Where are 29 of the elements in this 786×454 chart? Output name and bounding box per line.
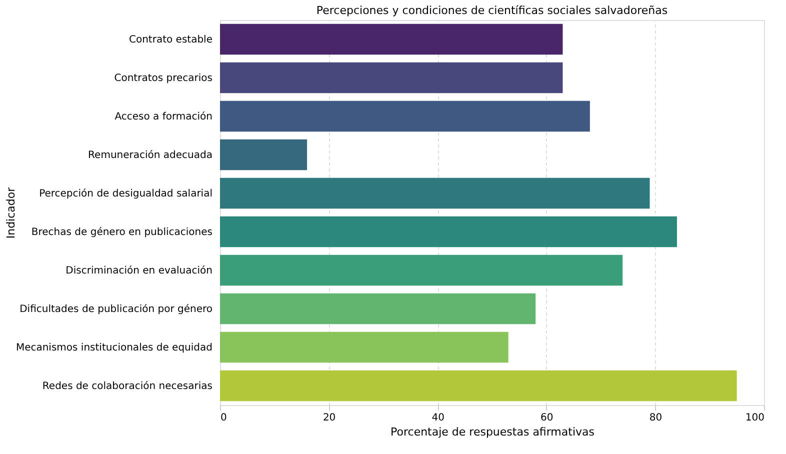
x-tick-label: 100 bbox=[745, 412, 764, 424]
bar bbox=[220, 332, 508, 363]
y-tick-label: Contrato estable bbox=[128, 34, 212, 46]
bar bbox=[220, 62, 563, 94]
y-tick-label: Discriminación en evaluación bbox=[66, 265, 212, 276]
chart-title: Percepciones y condiciones de científicas sociales salvadoreñas bbox=[316, 4, 668, 17]
y-tick-label: Mecanismos institucionales de equidad bbox=[16, 342, 212, 354]
y-tick-label: Brechas de género en publicaciones bbox=[31, 226, 212, 238]
bar bbox=[220, 216, 677, 248]
bar bbox=[220, 370, 737, 402]
x-tick-label: 0 bbox=[220, 412, 227, 424]
x-tick-label: 40 bbox=[432, 412, 444, 424]
x-tick-label: 80 bbox=[649, 412, 662, 424]
y-tick-label: Contratos precarios bbox=[114, 72, 212, 84]
bar bbox=[220, 293, 536, 324]
y-tick-label: Acceso a formación bbox=[114, 111, 212, 122]
bar bbox=[220, 24, 563, 55]
y-tick-label: Redes de colaboración necesarias bbox=[42, 380, 212, 392]
bar bbox=[220, 178, 650, 209]
x-tick-label: 60 bbox=[540, 412, 554, 424]
y-axis-title: Indicador bbox=[4, 186, 18, 239]
bar bbox=[220, 254, 623, 286]
y-tick-label: Percepción de desigualdad salarial bbox=[39, 188, 212, 200]
bar bbox=[220, 139, 308, 170]
x-axis-title: Porcentaje de respuestas afirmativas bbox=[390, 426, 595, 438]
bar bbox=[220, 100, 590, 132]
x-tick-label: 20 bbox=[322, 412, 336, 424]
y-tick-label: Remuneración adecuada bbox=[88, 150, 212, 161]
y-tick-label: Dificultades de publicación por género bbox=[20, 304, 212, 315]
